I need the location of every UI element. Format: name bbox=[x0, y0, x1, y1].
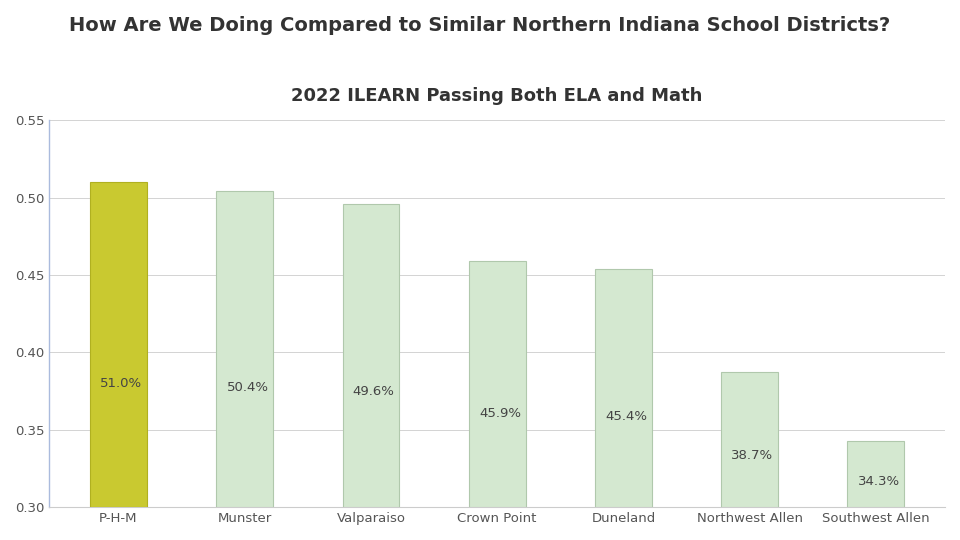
Bar bbox=[595, 269, 652, 507]
Text: 50.4%: 50.4% bbox=[227, 381, 269, 394]
Bar bbox=[721, 373, 778, 507]
Text: 38.7%: 38.7% bbox=[732, 449, 774, 462]
Bar bbox=[216, 192, 273, 507]
Title: 2022 ILEARN Passing Both ELA and Math: 2022 ILEARN Passing Both ELA and Math bbox=[292, 87, 703, 105]
Bar bbox=[468, 261, 525, 507]
Text: 49.6%: 49.6% bbox=[352, 386, 395, 399]
Bar bbox=[848, 441, 904, 507]
Bar bbox=[343, 204, 399, 507]
Text: 45.4%: 45.4% bbox=[605, 410, 647, 423]
Text: 51.0%: 51.0% bbox=[100, 377, 142, 390]
Bar bbox=[90, 182, 147, 507]
Text: How Are We Doing Compared to Similar Northern Indiana School Districts?: How Are We Doing Compared to Similar Nor… bbox=[69, 16, 891, 35]
Text: 45.9%: 45.9% bbox=[479, 407, 521, 420]
Text: 34.3%: 34.3% bbox=[857, 475, 900, 488]
